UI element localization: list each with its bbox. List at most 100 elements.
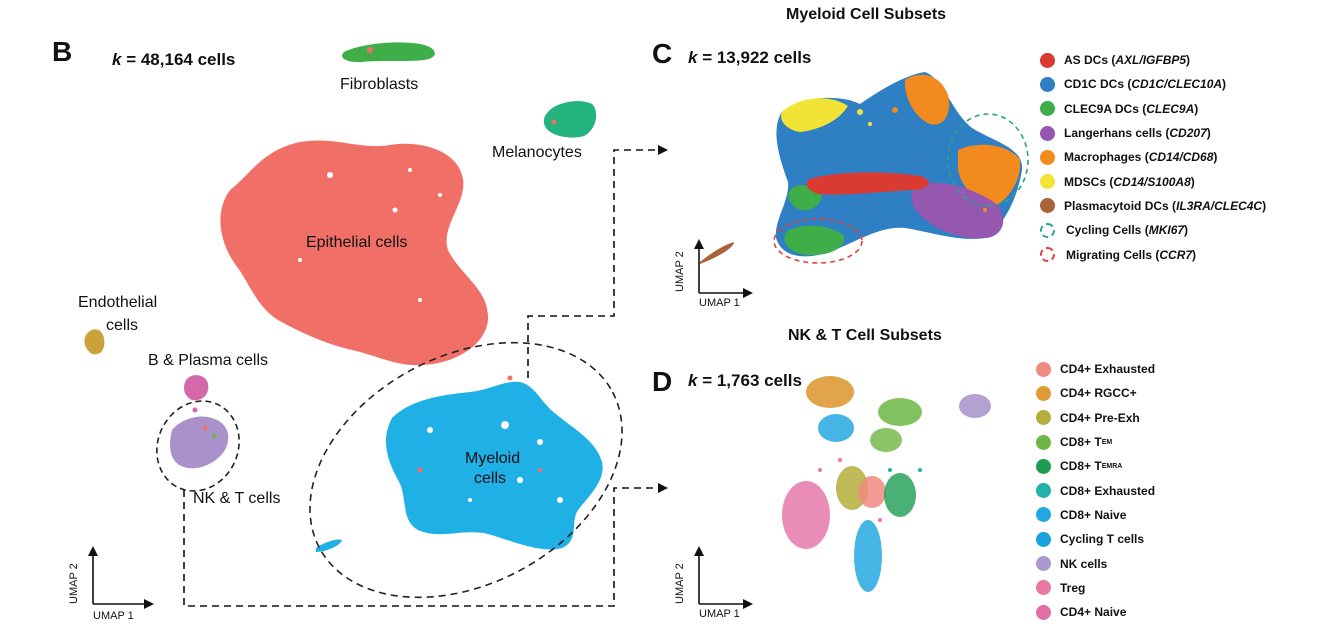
legend-d-item: CD4+ Pre-Exh — [1036, 406, 1155, 430]
panel-d-title: NK & T Cell Subsets — [788, 327, 942, 344]
panel-b-axes — [88, 546, 154, 609]
legend-item-marker: CD1C/CLEC10A — [1131, 77, 1223, 92]
panel-d-cell-count: k = 1,763 cells — [688, 371, 802, 391]
legend-color-swatch — [1036, 361, 1051, 377]
panel-b-letter: B — [52, 36, 73, 67]
k-symbol: k — [112, 50, 122, 69]
cycling-cells-outline — [947, 113, 1029, 207]
panel-b-count-text: = 48,164 cells — [126, 50, 236, 69]
legend-item-marker: CLEC9A — [1146, 101, 1195, 116]
panel-d-axis-x: UMAP 1 — [699, 608, 740, 620]
legend-color-swatch — [1036, 410, 1051, 426]
panel-c-count-text: = 13,922 cells — [702, 48, 812, 67]
legend-d-item: CD8+ T EM — [1036, 430, 1155, 454]
b-plasma-cluster — [184, 375, 209, 413]
endothelial-label-line2: cells — [106, 317, 139, 334]
legend-c-item: Cycling Cells (MKI67) — [1040, 218, 1266, 242]
legend-color-swatch — [1036, 604, 1051, 620]
legend-item-name: CD8+ T — [1060, 459, 1102, 474]
legend-color-swatch — [1036, 531, 1051, 547]
legend-color-swatch — [1040, 198, 1055, 214]
legend-c-item: Macrophages (CD14/CD68) — [1040, 145, 1266, 169]
legend-color-swatch — [1036, 385, 1051, 401]
legend-item-name: Plasmacytoid DCs — [1064, 198, 1169, 213]
legend-item-name: Cycling Cells — [1066, 223, 1142, 238]
legend-color-swatch — [1036, 483, 1051, 499]
legend-item-name: CD1C DCs — [1064, 77, 1125, 92]
panel-c-umap — [700, 72, 1023, 264]
panel-d-umap — [782, 376, 991, 592]
panel-c-legend: AS DCs (AXL/IGFBP5) CD1C DCs (CD1C/CLEC10… — [1040, 48, 1266, 267]
legend-color-swatch — [1040, 149, 1055, 165]
panel-b-axis-x: UMAP 1 — [93, 610, 134, 622]
legend-d-item: CD4+ Exhausted — [1036, 357, 1155, 381]
myeloid-cluster — [316, 375, 603, 552]
legend-c-item: AS DCs (AXL/IGFBP5) — [1040, 48, 1266, 72]
myeloid-label-line2: cells — [474, 470, 507, 487]
melanocytes-label: Melanocytes — [492, 144, 582, 161]
legend-item-subscript: EM — [1101, 438, 1113, 446]
legend-ring-swatch — [1040, 222, 1055, 238]
legend-c-item: Langerhans cells (CD207) — [1040, 121, 1266, 145]
legend-ring-swatch — [1040, 247, 1055, 263]
legend-item-marker: CCR7 — [1159, 247, 1193, 262]
legend-item-name: CD8+ Exhausted — [1060, 483, 1156, 498]
k-symbol: k — [688, 48, 698, 67]
legend-item-name: Treg — [1060, 580, 1086, 595]
myeloid-dashed-outline — [309, 341, 623, 599]
legend-color-swatch — [1040, 125, 1055, 141]
legend-d-item: CD8+ Naive — [1036, 503, 1155, 527]
legend-item-name: Langerhans cells — [1064, 126, 1163, 141]
legend-item-marker: AXL/IGFBP5 — [1115, 53, 1187, 68]
legend-color-swatch — [1040, 101, 1055, 117]
panel-d-count-text: = 1,763 cells — [702, 371, 802, 390]
legend-item-marker: MKI67 — [1148, 223, 1185, 238]
legend-c-item: Migrating Cells (CCR7) — [1040, 242, 1266, 266]
legend-item-name: CD4+ Exhausted — [1060, 362, 1156, 377]
panel-c-letter: C — [652, 38, 673, 69]
legend-item-name: CLEC9A DCs — [1064, 101, 1139, 116]
panel-c-cell-count: k = 13,922 cells — [688, 48, 811, 68]
legend-item-name: CD4+ Naive — [1060, 605, 1127, 620]
legend-c-item: CLEC9A DCs (CLEC9A) — [1040, 97, 1266, 121]
legend-item-name: CD4+ RGCC+ — [1060, 386, 1137, 401]
epithelial-label: Epithelial cells — [306, 234, 408, 251]
legend-color-swatch — [1036, 580, 1051, 596]
melanocytes-cluster — [543, 101, 597, 138]
legend-item-marker: CD207 — [1169, 126, 1207, 141]
legend-item-marker: IL3RA/CLEC4C — [1176, 198, 1263, 213]
legend-item-name: CD4+ Pre-Exh — [1060, 410, 1140, 425]
panel-c-axis-y: UMAP 2 — [674, 251, 686, 292]
epithelial-cluster — [220, 140, 489, 366]
legend-item-name: Migrating Cells — [1066, 247, 1153, 262]
legend-d-item: Cycling T cells — [1036, 527, 1155, 551]
legend-item-name: NK cells — [1060, 556, 1108, 571]
legend-item-name: Cycling T cells — [1060, 532, 1145, 547]
endothelial-label-line1: Endothelial — [78, 294, 158, 311]
myeloid-label-line1: Myeloid — [465, 450, 521, 467]
panel-b-axis-y: UMAP 2 — [68, 563, 80, 604]
nk-t-cluster — [169, 416, 229, 469]
nk-t-dashed-outline — [156, 400, 240, 492]
legend-d-item: CD4+ Naive — [1036, 600, 1155, 624]
legend-item-marker: CD14/CD68 — [1148, 150, 1214, 165]
legend-d-item: CD4+ RGCC+ — [1036, 381, 1155, 405]
legend-item-name: Macrophages — [1064, 150, 1142, 165]
legend-color-swatch — [1036, 556, 1051, 572]
panel-b-cell-count: k = 48,164 cells — [112, 50, 235, 70]
legend-item-subscript: EMRA — [1101, 462, 1123, 470]
legend-c-item: MDSCs (CD14/S100A8) — [1040, 169, 1266, 193]
panel-c-axis-x: UMAP 1 — [699, 297, 740, 309]
panel-c-axes — [694, 239, 753, 298]
legend-item-name: CD8+ Naive — [1060, 507, 1127, 522]
legend-d-item: Treg — [1036, 576, 1155, 600]
legend-c-item: Plasmacytoid DCs (IL3RA/CLEC4C) — [1040, 194, 1266, 218]
migrating-cells-outline — [773, 218, 863, 264]
legend-item-marker: CD14/S100A8 — [1113, 174, 1191, 189]
legend-item-name: AS DCs — [1064, 53, 1109, 68]
connector-to-panel-d — [183, 483, 668, 607]
legend-color-swatch — [1036, 507, 1051, 523]
fibroblasts-cluster — [342, 42, 435, 63]
panel-d-axis-y: UMAP 2 — [674, 563, 686, 604]
